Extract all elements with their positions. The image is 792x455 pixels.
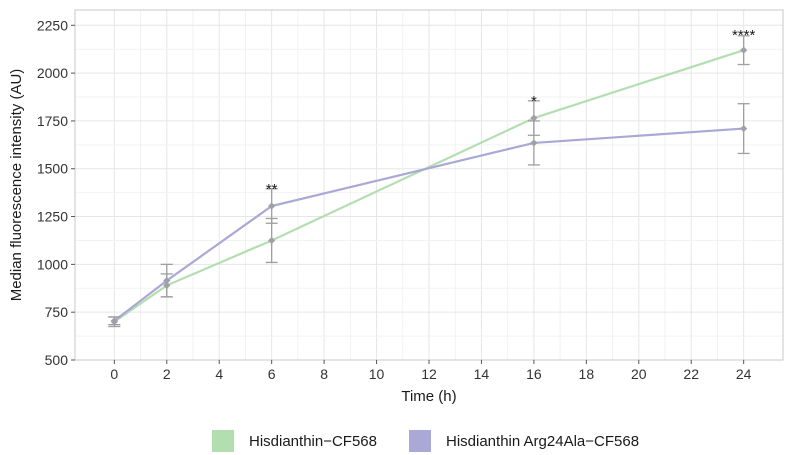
significance-annotations: ******* (266, 27, 756, 198)
x-tick-label: 24 (736, 366, 752, 382)
x-tick-label: 12 (421, 366, 437, 382)
legend: Hisdianthin−CF568 Hisdianthin Arg24Ala−CF… (212, 430, 639, 452)
x-tick-label: 8 (320, 366, 328, 382)
significance-label: ** (266, 181, 278, 198)
legend-label: Hisdianthin Arg24Ala−CF568 (446, 433, 639, 450)
data-point (268, 202, 276, 210)
x-tick-label: 20 (631, 366, 647, 382)
data-point (268, 236, 276, 245)
gridlines (75, 10, 783, 361)
y-axis: 500 750 1000 1250 1500 1750 2000 2250 (37, 17, 75, 368)
data-point (163, 277, 171, 285)
data-point (530, 139, 538, 147)
x-tick-label: 6 (268, 366, 276, 382)
data-point (110, 317, 118, 325)
y-axis-title: Median fluorescence intensity (AU) (8, 69, 25, 302)
x-tick-label: 16 (526, 366, 542, 382)
x-tick-label: 18 (579, 366, 595, 382)
x-axis: 0 2 4 6 8 10 12 14 16 18 20 22 24 (110, 360, 752, 382)
x-tick-label: 2 (163, 366, 171, 382)
y-tick-label: 750 (45, 304, 69, 320)
x-tick-label: 10 (369, 366, 385, 382)
legend-swatch (212, 430, 234, 452)
data-point (740, 124, 748, 133)
x-tick-label: 14 (474, 366, 490, 382)
y-tick-label: 2250 (37, 17, 68, 33)
y-tick-label: 1500 (37, 161, 68, 177)
y-tick-label: 500 (45, 352, 69, 368)
legend-item: Hisdianthin Arg24Ala−CF568 (409, 430, 639, 452)
y-tick-label: 1250 (37, 209, 68, 225)
x-tick-label: 0 (110, 366, 118, 382)
significance-label: **** (732, 27, 756, 44)
y-tick-label: 1750 (37, 113, 68, 129)
x-tick-label: 22 (683, 366, 699, 382)
x-tick-label: 4 (215, 366, 223, 382)
series-2 (108, 103, 750, 326)
y-tick-label: 1000 (37, 256, 68, 272)
legend-swatch (409, 430, 431, 452)
data-point (740, 46, 748, 54)
significance-label: * (531, 93, 537, 110)
legend-label: Hisdianthin−CF568 (249, 433, 377, 450)
x-axis-title: Time (h) (401, 388, 456, 405)
y-tick-label: 2000 (37, 65, 68, 81)
series-layer (108, 35, 750, 328)
legend-item: Hisdianthin−CF568 (212, 430, 377, 452)
data-point (530, 114, 538, 122)
